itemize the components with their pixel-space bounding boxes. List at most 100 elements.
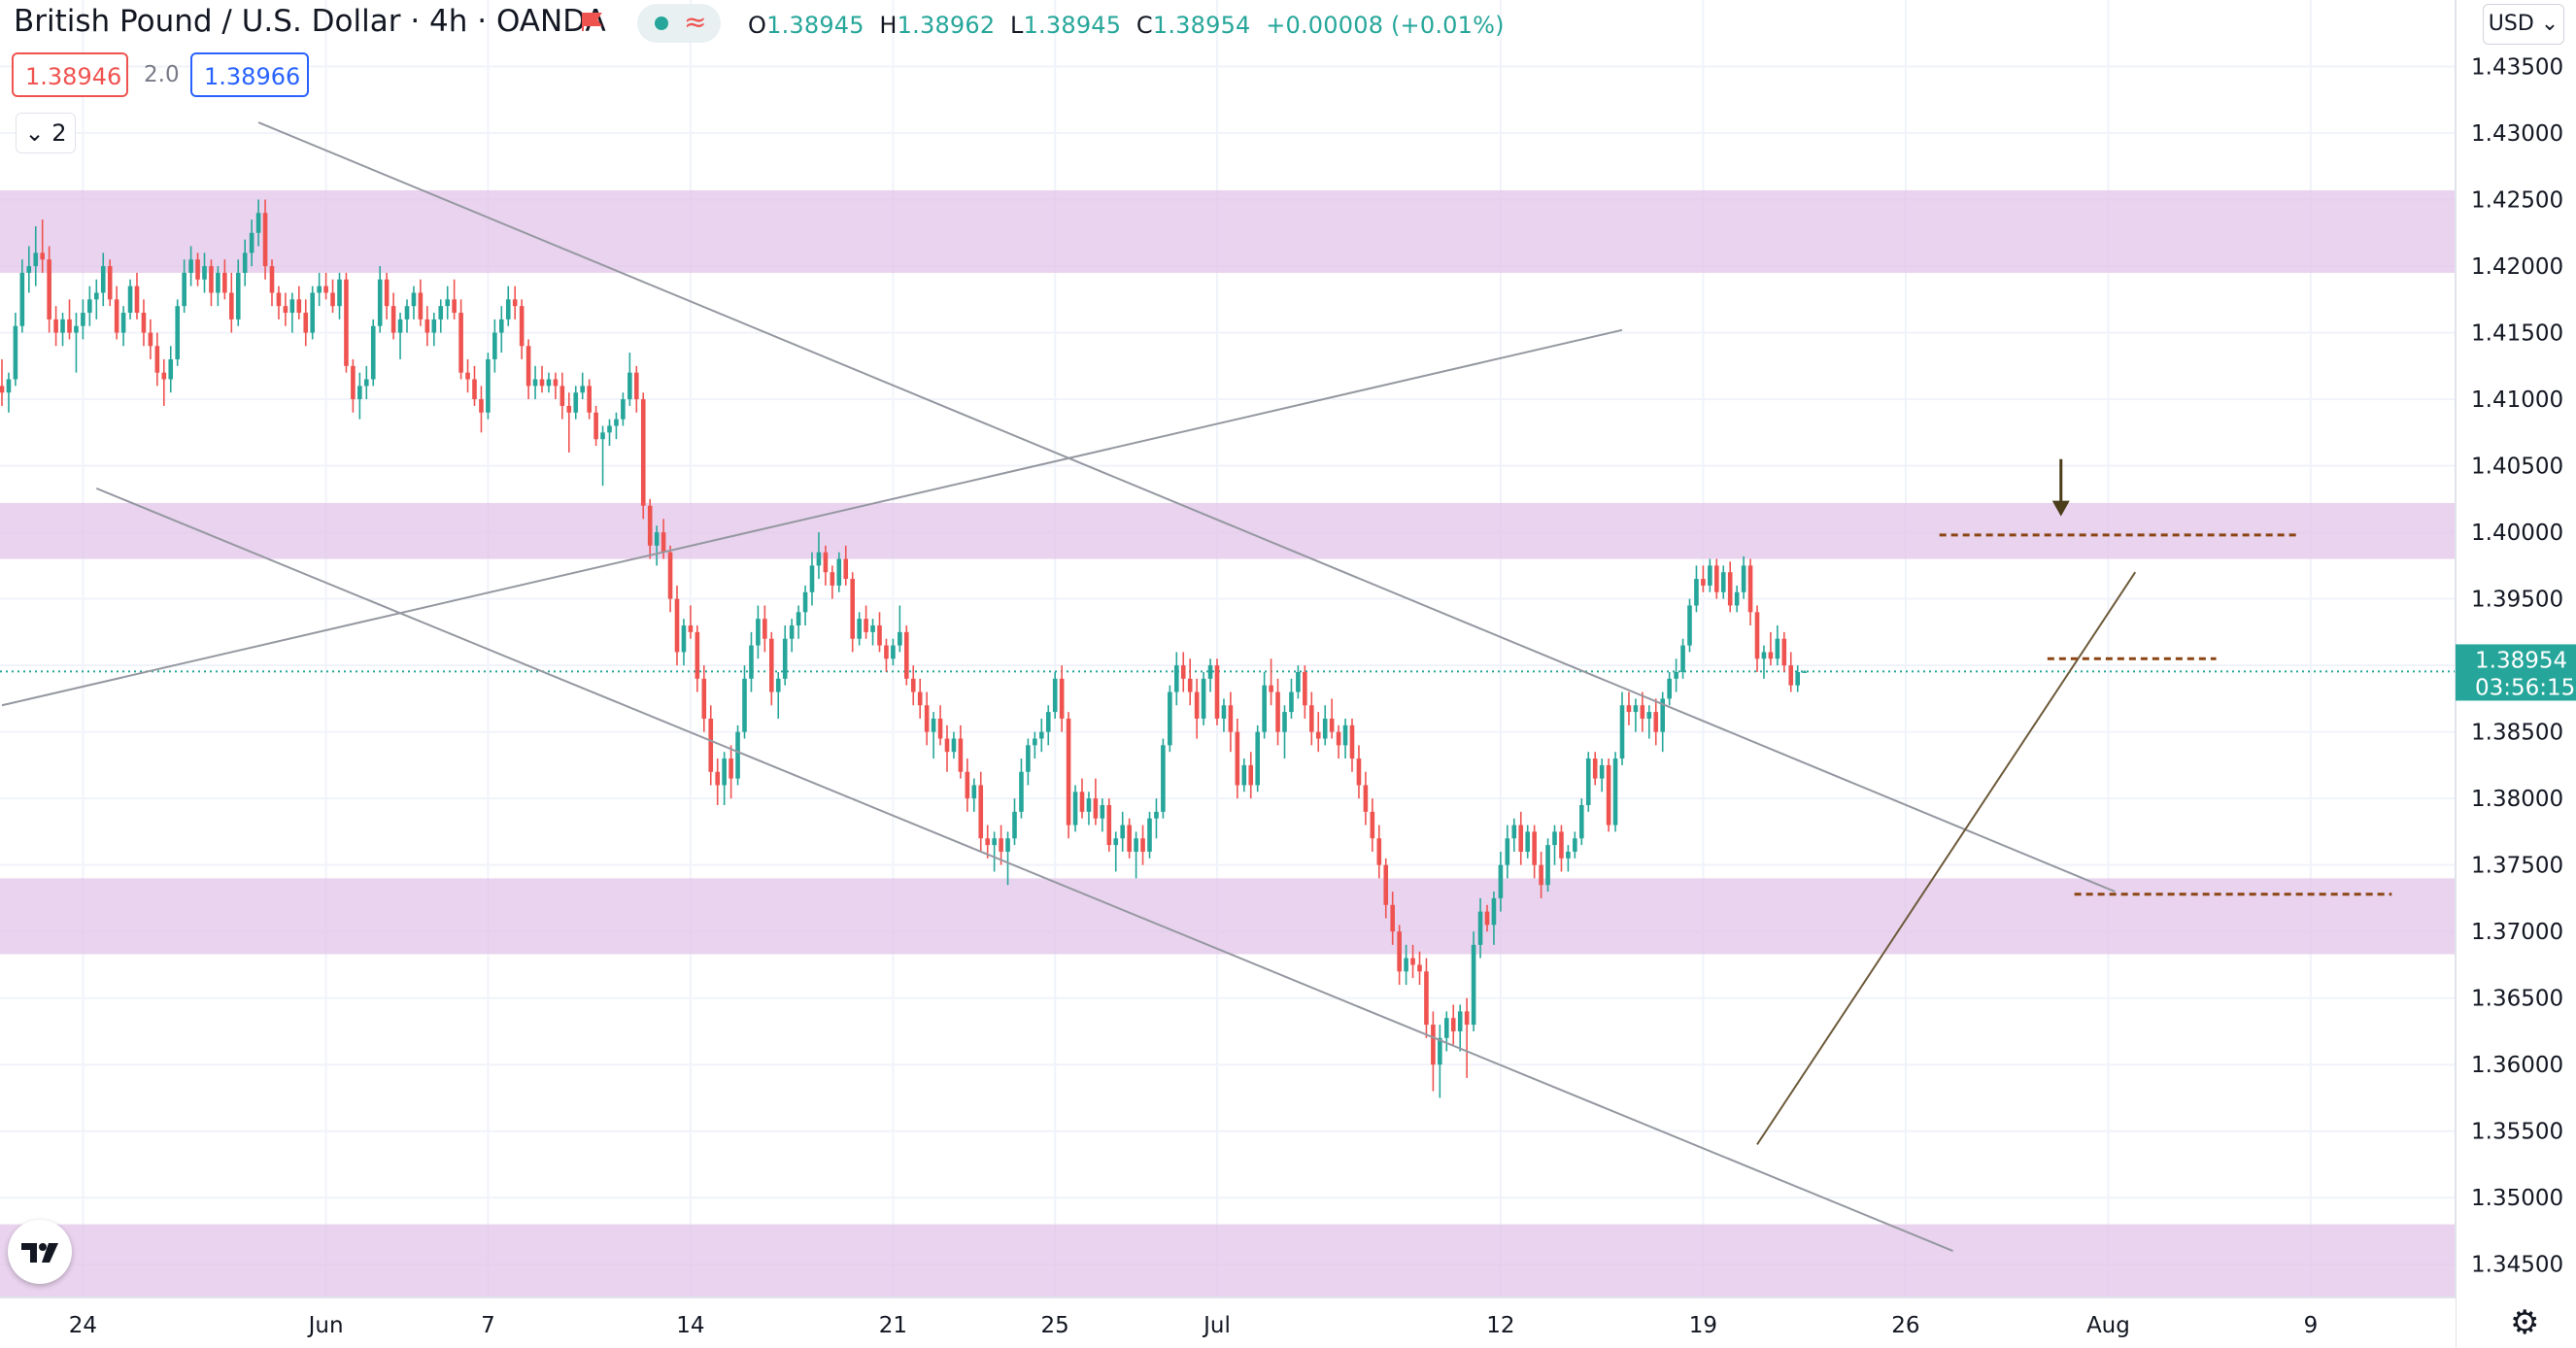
support-resistance-zone: [0, 1224, 2456, 1297]
trendline: [95, 487, 1953, 1252]
candle-down: [823, 552, 829, 573]
candle-down: [472, 379, 477, 400]
candle-up: [1005, 838, 1010, 852]
candle-up: [681, 625, 687, 653]
candle-down: [1464, 1011, 1470, 1026]
candle-down: [303, 313, 309, 333]
candle-up: [438, 306, 444, 320]
candle-up: [370, 325, 376, 380]
candle-up: [1296, 671, 1301, 692]
candle-up: [1019, 771, 1024, 812]
candle-down: [864, 619, 868, 632]
candle-down: [661, 532, 666, 553]
candle-down: [647, 505, 653, 546]
candle-down: [1248, 764, 1254, 786]
gear-icon[interactable]: ⚙: [2510, 1303, 2540, 1342]
close-value: 1.38954: [1152, 12, 1251, 39]
candle-up: [775, 678, 781, 692]
candle-up: [1694, 579, 1699, 606]
candle-up: [1633, 705, 1639, 713]
candle-up: [1147, 818, 1152, 852]
flag-icon[interactable]: [581, 12, 602, 33]
y-tick-label: 1.39500: [2471, 588, 2563, 613]
candle-up: [1282, 712, 1287, 732]
candle-up: [404, 306, 410, 320]
candle-down: [539, 379, 545, 387]
candle-down: [525, 346, 531, 387]
candle-up: [216, 272, 220, 293]
candle-up: [1674, 671, 1678, 679]
candle-up: [546, 379, 552, 387]
trendline: [1756, 571, 2137, 1145]
candle-up: [1477, 911, 1483, 945]
candle-up: [81, 313, 85, 326]
y-tick-label: 1.43500: [2471, 55, 2563, 81]
buy-button[interactable]: 1.38966: [190, 52, 309, 97]
candle-up: [891, 645, 896, 659]
candle-down: [1336, 731, 1341, 746]
candle-up: [1168, 691, 1172, 746]
candle-up: [182, 272, 186, 307]
candle-up: [1545, 845, 1550, 886]
candle-up: [357, 386, 362, 400]
candle-down: [1363, 785, 1369, 812]
candle-down: [222, 272, 227, 293]
candle-down: [1127, 825, 1132, 852]
candle-up: [1012, 811, 1017, 839]
trendline: [257, 121, 2116, 893]
symbol-title[interactable]: British Pound / U.S. Dollar · 4h · OANDA: [14, 4, 606, 39]
candle-up: [1511, 825, 1517, 839]
candle-down: [1754, 612, 1760, 659]
candle-down: [1376, 838, 1382, 865]
candle-up: [1505, 838, 1510, 865]
candle-up: [796, 612, 801, 626]
tradingview-logo[interactable]: [8, 1220, 72, 1284]
candle-down: [1417, 964, 1422, 972]
candle-down: [1269, 685, 1273, 692]
low-label: L: [1010, 12, 1024, 39]
candle-down: [134, 286, 140, 314]
price-tag-countdown: 03:56:15: [2475, 675, 2575, 700]
candle-up: [1498, 864, 1504, 898]
candle-up: [127, 286, 133, 314]
candle-up: [1566, 851, 1571, 859]
currency-select[interactable]: USD ⌄: [2483, 4, 2564, 45]
candle-down: [1370, 811, 1375, 839]
candle-down: [1194, 691, 1200, 719]
x-tick-label: Jul: [1202, 1313, 1231, 1338]
candle-up: [1646, 712, 1652, 719]
candle-down: [40, 253, 45, 260]
candle-up: [580, 386, 585, 393]
low-value: 1.38945: [1023, 12, 1122, 39]
support-resistance-zone: [0, 189, 2456, 273]
y-tick-label: 1.41000: [2471, 388, 2563, 413]
candle-down: [904, 631, 909, 679]
market-status-pill[interactable]: ≈: [637, 4, 721, 43]
candle-up: [1599, 764, 1605, 779]
candle-up: [1734, 591, 1740, 606]
y-tick-label: 1.35000: [2471, 1186, 2563, 1211]
indicators-toggle[interactable]: ⌄ 2: [16, 113, 76, 153]
candle-down: [958, 738, 964, 772]
sell-button[interactable]: 1.38946: [12, 52, 128, 97]
y-tick-label: 1.40500: [2471, 455, 2563, 480]
candle-down: [1781, 638, 1787, 666]
candle-down: [141, 313, 147, 333]
candle-down: [924, 705, 930, 732]
candle-down: [161, 372, 167, 380]
candle-up: [742, 678, 747, 732]
candle-up: [898, 631, 902, 646]
x-tick-label: 26: [1891, 1313, 1919, 1338]
candle-up: [1201, 678, 1206, 719]
candle-down: [985, 838, 990, 846]
candle-up: [722, 758, 727, 786]
candle-down: [512, 299, 518, 307]
candle-down: [884, 645, 889, 659]
candle-down: [351, 365, 356, 400]
x-tick-label: 7: [481, 1313, 495, 1338]
candle-down: [1606, 764, 1611, 826]
trendline: [1, 328, 1623, 707]
candle-up: [1134, 838, 1138, 852]
